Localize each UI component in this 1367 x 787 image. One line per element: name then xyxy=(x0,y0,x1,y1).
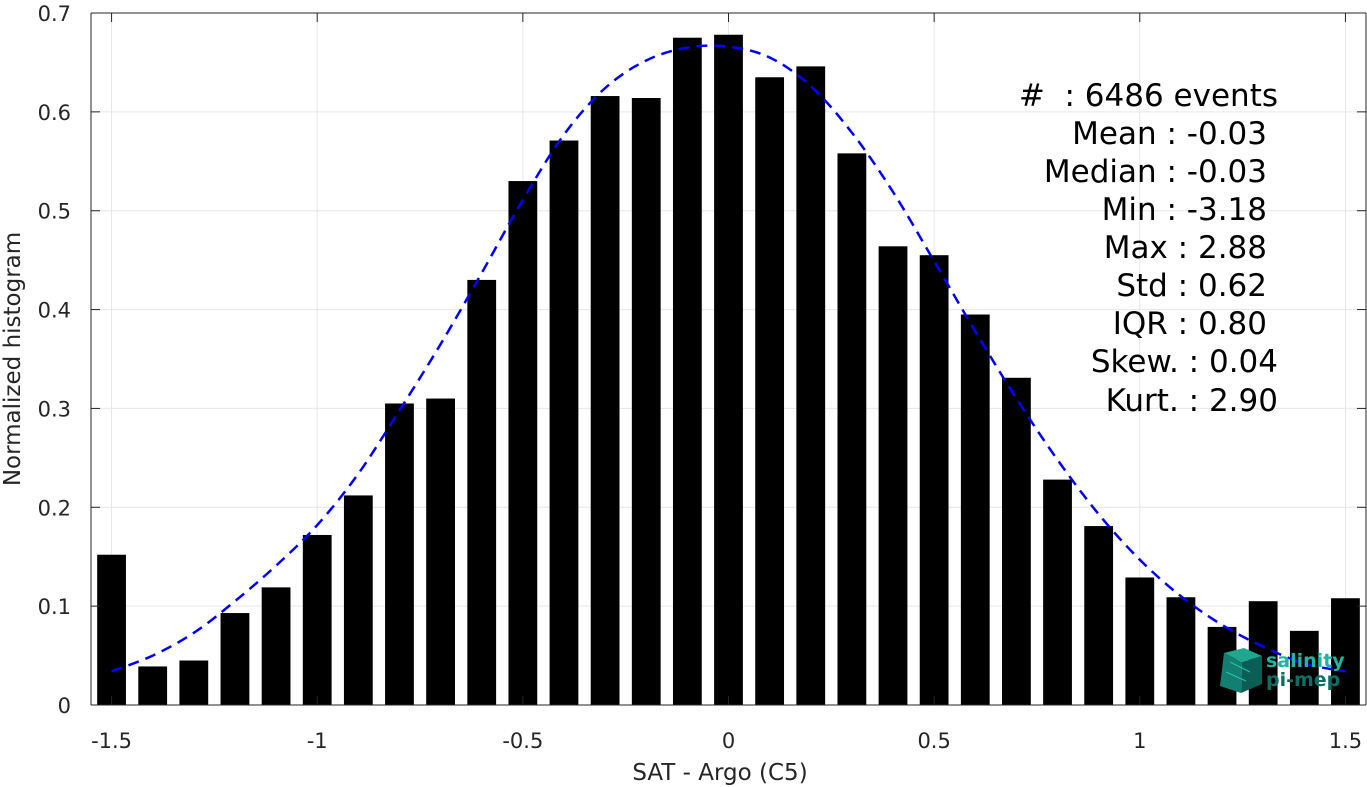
histogram-bar xyxy=(1289,630,1319,705)
histogram-bar xyxy=(97,554,126,705)
y-tick-label: 0.3 xyxy=(38,397,71,421)
logo-text-salinity: salinity xyxy=(1266,650,1345,672)
x-tick-label: -1 xyxy=(307,729,328,753)
histogram-bar xyxy=(343,495,373,705)
histogram-bar xyxy=(1084,526,1114,705)
stat-max: Max : 2.88 xyxy=(1104,230,1267,266)
x-tick-label: -1.5 xyxy=(91,729,132,753)
histogram-bar xyxy=(179,660,209,705)
histogram-bar xyxy=(1043,479,1072,705)
normal-fit-curve xyxy=(111,44,1346,673)
salinity-pimep-logo: salinity pi-mep xyxy=(1220,648,1345,693)
histogram-bar xyxy=(878,246,908,705)
histogram-bar xyxy=(755,77,785,705)
x-tick-label: 0 xyxy=(722,729,735,753)
x-axis-label: SAT - Argo (C5) xyxy=(632,760,807,786)
x-tick-label: 1.5 xyxy=(1329,729,1362,753)
histogram-bar xyxy=(1331,598,1360,705)
stat-skew: Skew. : 0.04 xyxy=(1091,344,1278,380)
histogram-bar xyxy=(467,279,497,705)
y-tick-label: 0.4 xyxy=(38,299,71,323)
y-ticks: 0 0.1 0.2 0.3 0.4 0.5 0.6 0.7 xyxy=(38,2,1366,718)
stat-std: Std : 0.62 xyxy=(1116,268,1267,304)
y-tick-label: 0.2 xyxy=(38,496,71,520)
stat-min: Min : -3.18 xyxy=(1102,192,1267,228)
x-tick-label: 0.5 xyxy=(917,729,950,753)
histogram-bar xyxy=(385,403,414,705)
histogram-bar xyxy=(1002,377,1031,705)
y-tick-label: 0.6 xyxy=(38,101,71,125)
stat-count: # : 6486 events xyxy=(1019,78,1278,114)
histogram-bar xyxy=(426,398,455,705)
y-tick-label: 0 xyxy=(58,694,71,718)
histogram-bar xyxy=(1125,577,1155,705)
x-tick-label: 1 xyxy=(1133,729,1146,753)
histogram-bar xyxy=(302,534,332,705)
stats-box: # : 6486 events Mean : -0.03 Median : -0… xyxy=(1019,78,1278,419)
histogram-bar xyxy=(672,37,702,705)
stat-iqr: IQR : 0.80 xyxy=(1113,306,1267,342)
histogram-bar xyxy=(1166,597,1196,705)
histogram-bar xyxy=(138,666,168,705)
y-tick-label: 0.5 xyxy=(38,200,71,224)
logo-text-pimep: pi-mep xyxy=(1266,669,1340,691)
histogram-bar xyxy=(960,314,990,705)
histogram-bar xyxy=(796,66,826,705)
histogram-bar xyxy=(590,96,620,706)
histogram-bars xyxy=(97,34,1360,706)
y-axis-label: Normalized histogram xyxy=(0,232,26,486)
histogram-bar xyxy=(837,153,867,705)
histogram-bar xyxy=(919,255,949,705)
stat-mean: Mean : -0.03 xyxy=(1072,116,1267,152)
y-tick-label: 0.7 xyxy=(38,2,71,26)
stat-median: Median : -0.03 xyxy=(1044,154,1267,190)
histogram-bar xyxy=(631,98,661,705)
y-tick-label: 0.1 xyxy=(38,595,71,619)
x-ticks: -1.5 -1 -0.5 0 0.5 1 1.5 xyxy=(91,13,1362,753)
histogram-bar xyxy=(508,181,538,706)
stat-kurt: Kurt. : 2.90 xyxy=(1106,383,1278,419)
histogram-bar xyxy=(220,613,250,705)
histogram-bar xyxy=(714,34,743,705)
histogram-bar xyxy=(261,587,291,705)
histogram-bar xyxy=(549,140,579,706)
x-tick-label: -0.5 xyxy=(502,729,543,753)
logo-cube-icon xyxy=(1220,648,1262,693)
